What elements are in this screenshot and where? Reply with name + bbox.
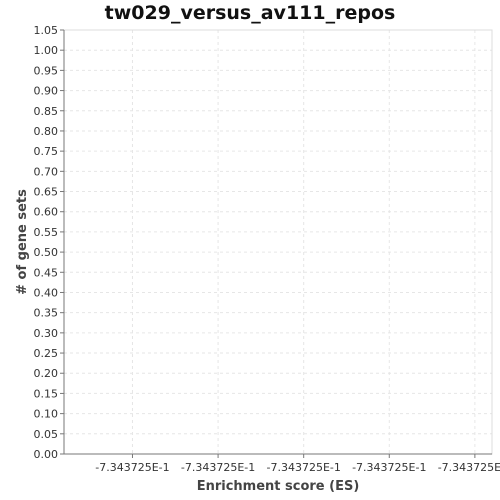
y-tick-label: 0.20 xyxy=(34,367,59,380)
chart-title: tw029_versus_av111_repos xyxy=(104,2,396,24)
y-tick-label: 1.05 xyxy=(34,24,59,37)
y-tick-label: 0.00 xyxy=(34,448,59,461)
y-tick-label: 0.85 xyxy=(34,105,59,118)
y-tick-label: 0.45 xyxy=(34,266,59,279)
y-tick-label: 0.95 xyxy=(34,64,59,77)
y-tick-label: 0.25 xyxy=(34,347,59,360)
x-axis-ticks: -7.343725E-1 -7.343725E-1 -7.343725E-1 -7.3… xyxy=(95,454,500,474)
x-tick-label: -7.343725E-1 xyxy=(181,461,255,474)
x-axis-title: Enrichment score (ES) xyxy=(197,479,360,494)
y-tick-label: 0.65 xyxy=(34,186,59,199)
y-axis-title: # of gene sets xyxy=(15,189,30,295)
y-tick-label: 0.35 xyxy=(34,307,59,320)
y-tick-label: 0.50 xyxy=(34,246,59,259)
x-tick-label: -7.343725E-1 xyxy=(266,461,340,474)
x-tick-label: -7.343725E-1 xyxy=(95,461,169,474)
grid-lines xyxy=(64,29,492,455)
plot-area-frame xyxy=(63,29,493,455)
y-tick-label: 0.30 xyxy=(34,327,59,340)
y-tick-label: 0.70 xyxy=(34,165,59,178)
y-tick-label: 0.60 xyxy=(34,206,59,219)
y-tick-label: 0.80 xyxy=(34,125,59,138)
y-tick-label: 0.40 xyxy=(34,286,59,299)
x-tick-label: -7.343725E-1 xyxy=(438,461,500,474)
y-tick-label: 0.75 xyxy=(34,145,59,158)
y-tick-label: 1.00 xyxy=(34,44,59,57)
y-tick-label: 0.90 xyxy=(34,85,59,98)
y-tick-label: 0.10 xyxy=(34,408,59,421)
x-tick-label: -7.343725E-1 xyxy=(352,461,426,474)
y-axis-ticks: 0.00 0.05 0.10 0.15 0.20 0.25 0.30 0.35 0.40 0.45… xyxy=(34,24,64,461)
y-tick-label: 0.05 xyxy=(34,428,59,441)
y-tick-label: 0.55 xyxy=(34,226,59,239)
y-tick-label: 0.15 xyxy=(34,387,59,400)
